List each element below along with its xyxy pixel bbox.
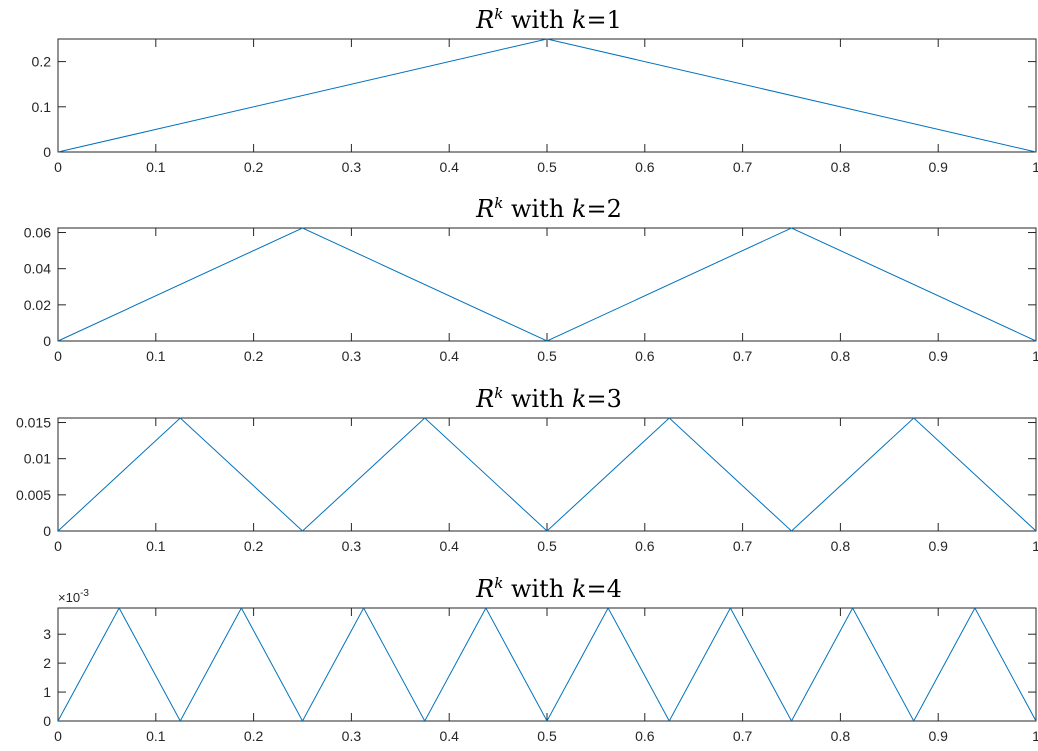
panel-3: 0 0.1 0.2 0.3 0.4 0.5 0.6 0.7 0.8 0.9 1 0 0.005 0.01 0… (16, 384, 1038, 554)
panel-4: 0 0.1 0.2 0.3 0.4 0.5 0.6 0.7 0.8 0.9 1 0 1 2 3 ×10-3 Rk… (43, 574, 1038, 744)
axes-box (57, 227, 1037, 342)
x-tick-label: 0.1 (146, 538, 166, 554)
x-tick-label: 0.3 (342, 728, 362, 744)
x-tick-label: 0.5 (537, 538, 557, 554)
x-tick-label: 0 (54, 159, 62, 175)
x-tick-label: 0.4 (439, 159, 459, 175)
y-tick-label: 0 (43, 333, 51, 349)
y-tick-label: 0.015 (16, 415, 51, 431)
series-line (57, 606, 1037, 723)
x-tick-label: 1 (1032, 159, 1038, 175)
y-tick-label: 0.1 (32, 99, 52, 115)
y-tick-label: 0.01 (24, 451, 51, 467)
y-tick-label: 3 (43, 626, 51, 642)
x-tick-label: 0 (54, 728, 62, 744)
x-tick-label: 1 (1032, 538, 1038, 554)
axes-box (57, 417, 1037, 532)
x-tick-label: 0.4 (439, 348, 459, 364)
x-tick-label: 0.2 (244, 728, 264, 744)
x-tick-label: 0.3 (342, 159, 362, 175)
panel-2: 0 0.1 0.2 0.3 0.4 0.5 0.6 0.7 0.8 0.9 1 0 0.02 0.04 0.… (24, 194, 1038, 364)
panel-title: Rk with k=1 (475, 5, 622, 34)
x-tick-label: 0.6 (635, 538, 655, 554)
x-tick-label: 0.4 (439, 728, 459, 744)
x-tick-label: 0.3 (342, 348, 362, 364)
x-tick-label: 0.8 (831, 538, 851, 554)
x-tick-label: 0.9 (928, 348, 948, 364)
x-tick-label: 0.1 (146, 728, 166, 744)
x-tick-label: 0.2 (244, 348, 264, 364)
y-tick-label: 0.2 (32, 54, 52, 70)
x-tick-label: 0.5 (537, 348, 557, 364)
x-tick-label: 0.9 (928, 728, 948, 744)
y-tick-label: 0.04 (24, 261, 51, 277)
x-tick-label: 1 (1032, 348, 1038, 364)
x-tick-label: 0.6 (635, 348, 655, 364)
y-tick-label: 0 (43, 144, 51, 160)
series-line (57, 417, 1037, 532)
x-tick-label: 0.7 (733, 538, 753, 554)
series-line (57, 227, 1037, 342)
x-tick-label: 0.9 (928, 538, 948, 554)
x-tick-label: 0.1 (146, 348, 166, 364)
panel-1: 0 0.1 0.2 0.3 0.4 0.5 0.6 0.7 0.8 0.9 1 0 0.1 0.2 Rk w… (32, 5, 1038, 175)
x-tick-label: 0.8 (831, 728, 851, 744)
x-tick-label: 0.2 (244, 538, 264, 554)
y-tick-label: 0.02 (24, 297, 51, 313)
axes-box (57, 38, 1037, 153)
x-tick-label: 0.4 (439, 538, 459, 554)
axes-box (57, 607, 1037, 722)
panel-title: Rk with k=2 (475, 194, 622, 223)
y-tick-label: 0.06 (24, 225, 51, 241)
y-tick-label: 0 (43, 713, 51, 729)
x-tick-label: 0 (54, 538, 62, 554)
x-tick-label: 0.3 (342, 538, 362, 554)
y-exponent-label: ×10-3 (58, 588, 89, 605)
x-tick-label: 0.2 (244, 159, 264, 175)
x-tick-label: 0.8 (831, 348, 851, 364)
y-tick-label: 0.005 (16, 487, 51, 503)
x-tick-label: 0.6 (635, 159, 655, 175)
panel-title: Rk with k=4 (475, 574, 622, 603)
x-tick-label: 0 (54, 348, 62, 364)
x-tick-label: 0.7 (733, 159, 753, 175)
y-tick-label: 0 (43, 523, 51, 539)
x-tick-label: 0.1 (146, 159, 166, 175)
x-tick-label: 1 (1032, 728, 1038, 744)
y-tick-label: 1 (43, 684, 51, 700)
y-tick-label: 2 (43, 655, 51, 671)
x-tick-label: 0.8 (831, 159, 851, 175)
x-tick-label: 0.9 (928, 159, 948, 175)
x-tick-label: 0.7 (733, 348, 753, 364)
panel-title: Rk with k=3 (475, 384, 622, 413)
x-tick-label: 0.7 (733, 728, 753, 744)
x-tick-label: 0.5 (537, 159, 557, 175)
x-tick-label: 0.6 (635, 728, 655, 744)
x-tick-label: 0.5 (537, 728, 557, 744)
series-line (57, 38, 1037, 153)
